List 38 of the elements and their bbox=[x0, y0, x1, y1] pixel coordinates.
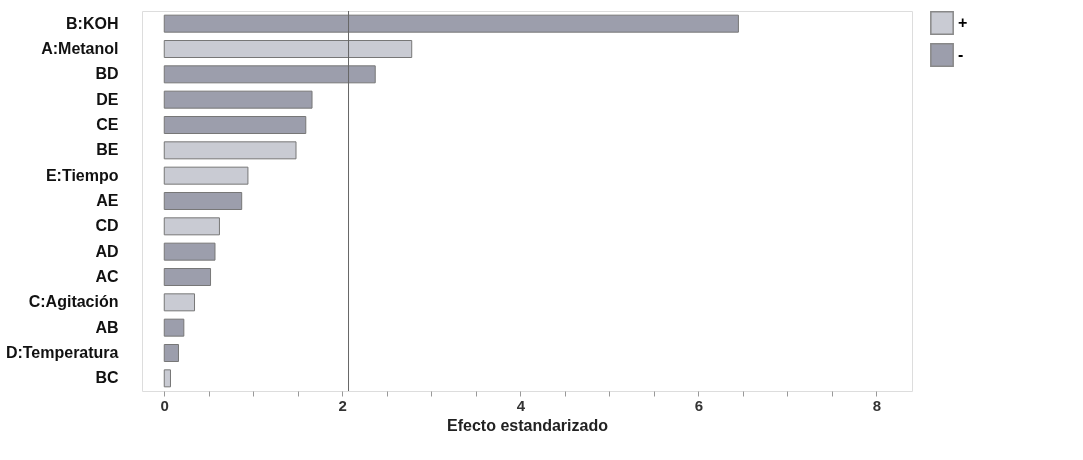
legend-label: - bbox=[958, 46, 964, 63]
y-tick-label: D:Temperatura bbox=[5, 344, 119, 361]
bar bbox=[163, 65, 376, 84]
bar bbox=[163, 369, 171, 388]
x-tick-label: 8 bbox=[872, 396, 882, 414]
bar bbox=[163, 217, 220, 236]
x-tick-label: 4 bbox=[516, 396, 526, 414]
y-tick-label: CD bbox=[95, 217, 119, 235]
x-axis-title: Efecto estandarizado bbox=[447, 416, 609, 434]
y-tick-label: AD bbox=[95, 242, 119, 260]
y-tick-label: A:Metanol bbox=[41, 40, 119, 57]
bar bbox=[163, 242, 216, 261]
bar bbox=[163, 14, 739, 33]
bar bbox=[163, 141, 297, 160]
legend-label: + bbox=[958, 14, 968, 31]
bar bbox=[163, 268, 212, 286]
y-tick-label: C:Agitación bbox=[28, 293, 119, 311]
y-tick-label: BE bbox=[96, 141, 119, 159]
y-tick-label: AB bbox=[95, 318, 119, 336]
x-tick-label: 0 bbox=[160, 396, 169, 414]
bar bbox=[163, 116, 307, 134]
bar bbox=[163, 166, 249, 185]
y-tick-label: B:KOH bbox=[66, 14, 119, 32]
x-tick-label: 6 bbox=[694, 396, 704, 414]
y-tick-label: BC bbox=[95, 369, 119, 387]
bar bbox=[163, 192, 243, 210]
y-tick-label: E:Tiempo bbox=[45, 166, 119, 184]
y-tick-label: AE bbox=[96, 192, 119, 209]
y-tick-label: BD bbox=[95, 65, 119, 83]
bar bbox=[163, 293, 196, 312]
bar bbox=[163, 40, 413, 58]
y-tick-label: CE bbox=[96, 116, 119, 133]
x-tick-label: 2 bbox=[338, 396, 347, 414]
y-tick-label: DE bbox=[96, 90, 119, 108]
bar bbox=[163, 90, 313, 109]
bar bbox=[163, 318, 185, 337]
y-tick-label: AC bbox=[95, 268, 119, 285]
bar bbox=[163, 344, 179, 362]
